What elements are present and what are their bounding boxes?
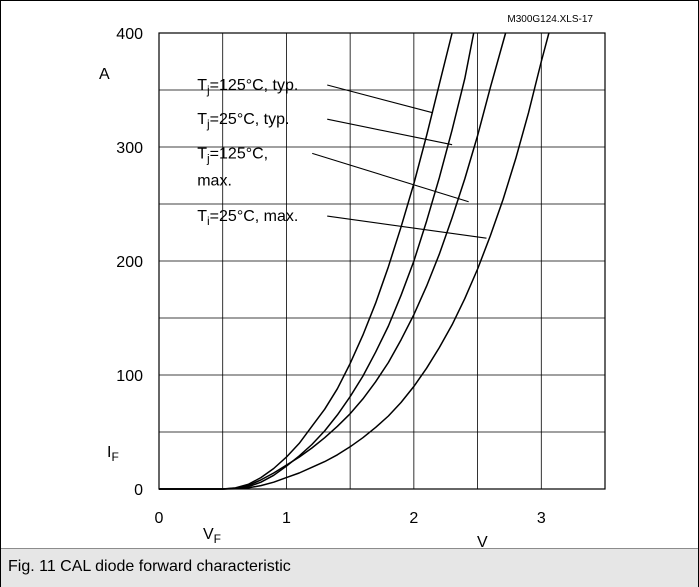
y-tick-label: 300 [116,140,143,157]
tick-label-layer: 0 1 2 3 0 100 200 300 400 [116,26,546,527]
x-tick-label: 1 [282,510,291,527]
caption-bar: Fig. 11 CAL diode forward characteristic [1,548,698,587]
leader-line-4 [327,215,487,239]
series-label-4: Ti=25°C, max. [197,208,298,228]
leader-line-1 [327,84,434,114]
y-tick-label: 200 [116,254,143,271]
series-label-main: T [197,111,207,128]
y-symbol-main: I [107,444,111,461]
y-tick-label: 0 [134,482,143,499]
series-label-2: Tj=25°C, typ. [197,111,289,131]
series-label-3: Tj=125°C, [197,145,268,165]
leader-line-2 [327,118,453,146]
curve-layer [159,32,550,490]
x-symbol-sub: F [214,532,221,546]
series-curve-3 [159,32,507,490]
grid-lines [159,33,605,489]
series-label-layer: Tj=125°C, typ.Tj=25°C, typ.Tj=125°C,max.… [197,77,487,239]
figure-caption: Fig. 11 CAL diode forward characteristic [8,558,291,575]
series-curve-2 [159,32,475,490]
series-label-line2-3: max. [197,172,232,189]
series-label-main: T [197,208,207,225]
leader-line-3 [312,152,469,203]
forward-characteristic-chart: Tj=125°C, typ.Tj=25°C, typ.Tj=125°C,max.… [99,14,606,551]
y-symbol-sub: F [111,450,118,464]
x-tick-label: 0 [155,510,164,527]
series-label-main: T [197,145,207,162]
series-curve-1 [159,32,453,490]
series-label-rest: =125°C, typ. [210,77,299,94]
y-symbol-label: IF [107,444,119,464]
y-tick-label: 400 [116,26,143,43]
y-unit-label: A [99,66,110,83]
x-symbol-main: V [203,526,214,543]
series-label-sub: j [206,117,210,131]
series-label-rest: =125°C, [210,145,268,162]
series-label-main: T [197,77,207,94]
series-label-sub: j [206,83,210,97]
series-label-1: Tj=125°C, typ. [197,77,298,97]
series-label-rest: =25°C, max. [210,208,299,225]
x-unit-label: V [477,534,488,548]
x-symbol-label: VF [203,526,221,546]
y-tick-label: 100 [116,368,143,385]
x-tick-label: 2 [409,510,418,527]
file-tag: M300G124.XLS-17 [507,14,593,25]
series-curve-4 [159,32,550,490]
series-label-rest: =25°C, typ. [210,111,290,128]
x-tick-label: 3 [537,510,546,527]
series-label-sub: i [207,214,210,228]
series-label-sub: j [206,151,210,165]
